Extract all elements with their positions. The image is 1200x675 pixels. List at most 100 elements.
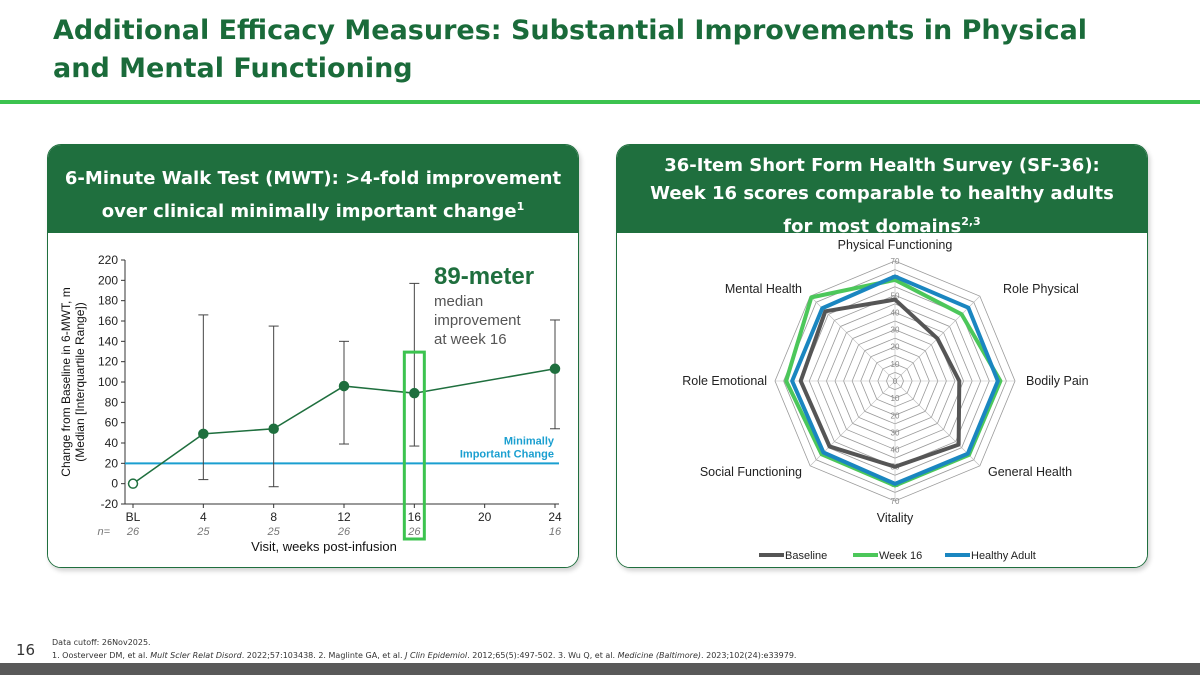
- radar-ring-label: 10: [891, 394, 900, 403]
- callout-line: improvement: [434, 312, 522, 329]
- y-tick-label: 40: [105, 436, 119, 450]
- radar-spoke: [894, 380, 981, 467]
- x-tick-label: 20: [478, 510, 492, 524]
- radar-axis-label: Vitality: [877, 511, 914, 525]
- radar-axis-label: Role Physical: [1003, 282, 1079, 296]
- n-value: 25: [196, 526, 210, 538]
- y-tick-label: 220: [98, 253, 118, 267]
- mwt-heading-line2: over clinical minimally important change: [101, 201, 517, 222]
- mwt-heading-line1: 6-Minute Walk Test (MWT): >4-fold improv…: [64, 168, 562, 189]
- y-tick-label: 100: [98, 375, 118, 389]
- y-tick-label: 0: [111, 477, 118, 491]
- footer-bar: [0, 663, 1200, 675]
- y-tick-label: 160: [98, 314, 118, 328]
- y-tick-label: 200: [98, 273, 118, 287]
- y-axis-title-2: (Median [Interquartile Range]): [73, 302, 87, 461]
- sf36-heading-line3-wrap: for most domains2,3: [617, 208, 1147, 241]
- sf36-panel: 36-Item Short Form Health Survey (SF-36)…: [616, 144, 1148, 568]
- week16-highlight-box: [402, 350, 426, 541]
- radar-ring-label: 40: [891, 446, 900, 455]
- y-tick-label: 140: [98, 334, 118, 348]
- y-axis-title: Change from Baseline in 6-MWT, m: [59, 287, 73, 476]
- ref3-journal: Medicine (Baltimore): [617, 651, 702, 660]
- radar-ring-label: 70: [891, 257, 900, 266]
- x-tick-label: 24: [548, 510, 562, 524]
- ref2-rest: . 2012;65(5):497-502. 3. Wu Q, et al.: [467, 651, 618, 660]
- sf36-chart-area: 70 60 50 40 30 20 10 0 10 20 30 40 50 60 70 Physical Fu…: [617, 233, 1147, 567]
- x-tick-label: 12: [337, 510, 351, 524]
- radar-ring-label: 30: [891, 326, 900, 335]
- n-prefix: n=: [97, 526, 110, 538]
- radar-ring-label: 10: [891, 360, 900, 369]
- mwt-heading-sup: 1: [516, 200, 525, 213]
- n-value: 26: [337, 526, 351, 538]
- x-axis-title: Visit, weeks post-infusion: [251, 539, 397, 554]
- radar-axis-label: General Health: [988, 465, 1072, 479]
- data-point: [268, 423, 279, 435]
- n-value: 26: [407, 526, 421, 538]
- radar-ring-label: 30: [891, 428, 900, 437]
- y-tick-label: 120: [98, 355, 118, 369]
- legend-label: Week 16: [879, 550, 922, 562]
- data-point: [338, 380, 350, 392]
- x-tick-label: 4: [200, 510, 207, 524]
- y-tick-label: -20: [101, 497, 119, 511]
- data-point: [409, 387, 420, 399]
- reference-list: 1. Oosterveer DM, et al. Mult Scler Rela…: [52, 649, 796, 662]
- sf36-heading-line3: for most domains: [783, 216, 962, 237]
- radar-axis-label: Physical Functioning: [838, 238, 953, 252]
- radar-ring-label: 0: [893, 377, 898, 386]
- callout-big: 89-meter: [434, 263, 534, 290]
- sf36-heading-sup: 2,3: [961, 215, 981, 228]
- y-tick-label: 20: [105, 456, 119, 470]
- n-value: 26: [126, 526, 140, 538]
- x-tick-label: BL: [126, 510, 141, 524]
- y-tick-label: 80: [105, 395, 119, 409]
- title-divider: [0, 100, 1200, 104]
- radar-axis-label: Social Functioning: [700, 465, 802, 479]
- radar-ring-label: 20: [891, 343, 900, 352]
- legend-label: Healthy Adult: [971, 550, 1036, 562]
- ref1-text: 1. Oosterveer DM, et al.: [52, 651, 151, 660]
- legend-label: Baseline: [785, 550, 827, 562]
- radar-ring-label: 50: [891, 291, 900, 300]
- series-line: [132, 368, 556, 485]
- x-tick-label: 16: [408, 510, 422, 524]
- mwt-panel: 6-Minute Walk Test (MWT): >4-fold improv…: [47, 144, 579, 568]
- sf36-heading-line2: Week 16 scores comparable to healthy adu…: [650, 183, 1114, 204]
- callout-line: at week 16: [434, 331, 507, 348]
- mic-label-line2: Important Change: [460, 448, 554, 460]
- sf36-heading-line1: 36-Item Short Form Health Survey (SF-36)…: [664, 155, 1100, 176]
- data-cutoff: Data cutoff: 26Nov2025.: [52, 638, 151, 647]
- references: Data cutoff: 26Nov2025. 1. Oosterveer DM…: [52, 636, 796, 662]
- data-point: [549, 363, 561, 375]
- mwt-chart-area: -20 0 20 40 60 80 100 120 140 160 180 200 220 BL 4 8 12 1…: [48, 233, 578, 567]
- x-tick-label: 8: [270, 510, 277, 524]
- y-tick-label: 60: [105, 416, 119, 430]
- page-title: Additional Efficacy Measures: Substantia…: [53, 15, 1088, 84]
- ref1-rest: . 2022;57:103438. 2. Maglinte GA, et al.: [241, 651, 406, 660]
- ref1-journal: Mult Scler Relat Disord: [150, 651, 242, 660]
- radar-ring-label: 70: [891, 497, 900, 506]
- mwt-panel-heading: 6-Minute Walk Test (MWT): >4-fold improv…: [48, 145, 578, 233]
- radar-series-baseline: [798, 297, 962, 469]
- radar-axis-label: Mental Health: [725, 282, 802, 296]
- data-point: [198, 428, 209, 440]
- mwt-line-chart: -20 0 20 40 60 80 100 120 140 160 180 200 220 BL 4 8 12 1…: [59, 253, 562, 554]
- radar-axis-label: Bodily Pain: [1026, 374, 1089, 388]
- radar-axis-label: Role Emotional: [682, 374, 767, 388]
- ref2-journal: J Clin Epidemiol: [405, 651, 468, 660]
- mwt-heading-line2-wrap: over clinical minimally important change…: [48, 193, 578, 226]
- n-value: 25: [267, 526, 281, 538]
- page-number: 16: [16, 641, 36, 659]
- radar-ring-label: 20: [891, 411, 900, 420]
- radar-ring-label: 40: [891, 308, 900, 317]
- y-tick-label: 180: [98, 294, 118, 308]
- data-point: [127, 478, 139, 489]
- n-value: 16: [549, 526, 562, 538]
- mic-label-line1: Minimally: [504, 435, 555, 447]
- ref3-rest: . 2023;102(24):e33979.: [701, 651, 797, 660]
- callout-line: median: [434, 293, 483, 310]
- sf36-panel-heading: 36-Item Short Form Health Survey (SF-36)…: [617, 145, 1147, 237]
